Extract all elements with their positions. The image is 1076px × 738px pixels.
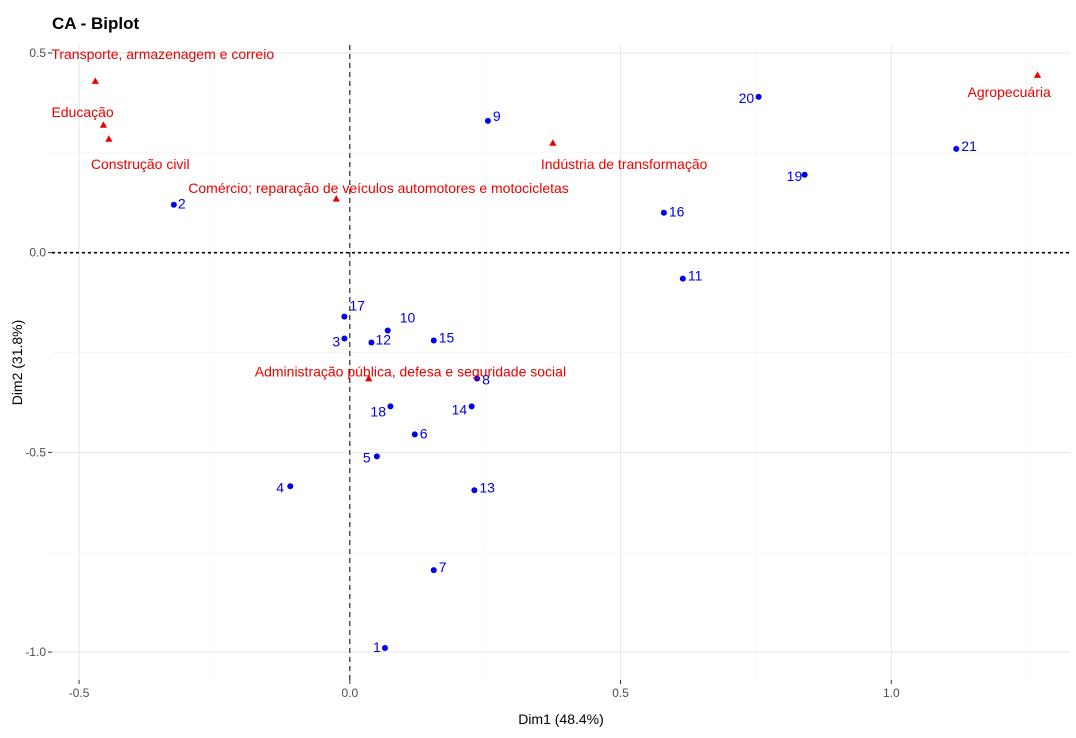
column-point xyxy=(105,135,113,142)
row-point-label: 16 xyxy=(669,204,685,220)
row-point xyxy=(411,431,418,438)
x-axis-title: Dim1 (48.4%) xyxy=(518,711,604,727)
column-point xyxy=(332,195,340,202)
column-point xyxy=(99,121,108,128)
row-point xyxy=(373,453,380,460)
row-point-label: 19 xyxy=(787,168,803,184)
row-point-label: 20 xyxy=(739,90,755,106)
marks-layer xyxy=(91,71,1042,652)
labels-layer: 123456789101112131415161718192021Transpo… xyxy=(51,46,1051,655)
row-point xyxy=(368,339,375,346)
row-point xyxy=(287,483,294,490)
row-point-label: 21 xyxy=(961,138,977,154)
y-tick-label: -1.0 xyxy=(25,645,46,659)
row-point-label: 2 xyxy=(178,196,186,212)
row-point xyxy=(801,171,808,178)
row-point-label: 12 xyxy=(375,332,391,348)
y-tick-label: 0.5 xyxy=(29,46,46,60)
row-point xyxy=(953,145,960,152)
x-tick-label: -0.5 xyxy=(69,686,90,700)
row-point-label: 18 xyxy=(370,403,386,419)
x-tick-label: 0.5 xyxy=(612,686,629,700)
column-point-label: Comércio; reparação de veículos automoto… xyxy=(188,180,569,196)
row-point xyxy=(755,93,762,100)
row-point xyxy=(387,403,394,410)
row-point-label: 14 xyxy=(452,401,468,417)
row-point-label: 1 xyxy=(373,639,381,655)
row-point-label: 13 xyxy=(479,479,495,495)
row-point-label: 5 xyxy=(363,449,371,465)
row-point xyxy=(341,335,348,342)
column-point-label: Educação xyxy=(51,104,113,120)
column-point xyxy=(91,77,99,84)
column-point xyxy=(549,139,557,146)
row-point xyxy=(474,375,481,382)
row-point xyxy=(471,487,478,494)
row-point-label: 17 xyxy=(349,298,365,314)
row-point xyxy=(170,201,177,208)
column-point-label: Administração pública, defesa e segurida… xyxy=(255,363,566,379)
row-point-label: 3 xyxy=(332,334,340,350)
row-point-label: 15 xyxy=(439,330,455,346)
y-tick-label: -0.5 xyxy=(25,445,46,459)
column-point-label: Transporte, armazenagem e correio xyxy=(51,46,274,62)
column-point xyxy=(365,374,373,382)
row-point xyxy=(660,209,667,216)
chart-title: CA - Biplot xyxy=(52,14,140,33)
row-point xyxy=(384,327,391,334)
y-tick-label: 0.0 xyxy=(29,246,46,260)
row-point xyxy=(382,645,389,652)
row-point-label: 4 xyxy=(276,479,284,495)
column-point-label: Construção civil xyxy=(91,156,190,172)
row-point-label: 6 xyxy=(420,425,428,441)
row-point xyxy=(341,313,348,320)
axes-layer: -0.5 0.0 0.5 1.0 -1.0 -0.5 0.0 0.5 xyxy=(25,45,1070,700)
row-point-label: 7 xyxy=(439,559,447,575)
row-point-label: 9 xyxy=(493,108,501,124)
row-point xyxy=(430,337,437,344)
row-point-label: 8 xyxy=(482,371,490,387)
column-point-label: Agropecuária xyxy=(968,84,1051,100)
row-point xyxy=(679,275,686,282)
row-point xyxy=(430,567,437,574)
row-point xyxy=(484,117,491,124)
column-point xyxy=(1033,71,1042,78)
row-point-label: 11 xyxy=(688,268,703,284)
x-tick-label: 1.0 xyxy=(883,686,900,700)
row-point xyxy=(468,403,475,410)
x-tick-label: 0.0 xyxy=(341,686,358,700)
column-point-label: Indústria de transformação xyxy=(541,156,708,172)
row-point-label: 10 xyxy=(400,310,416,326)
y-axis-title: Dim2 (31.8%) xyxy=(9,320,25,406)
